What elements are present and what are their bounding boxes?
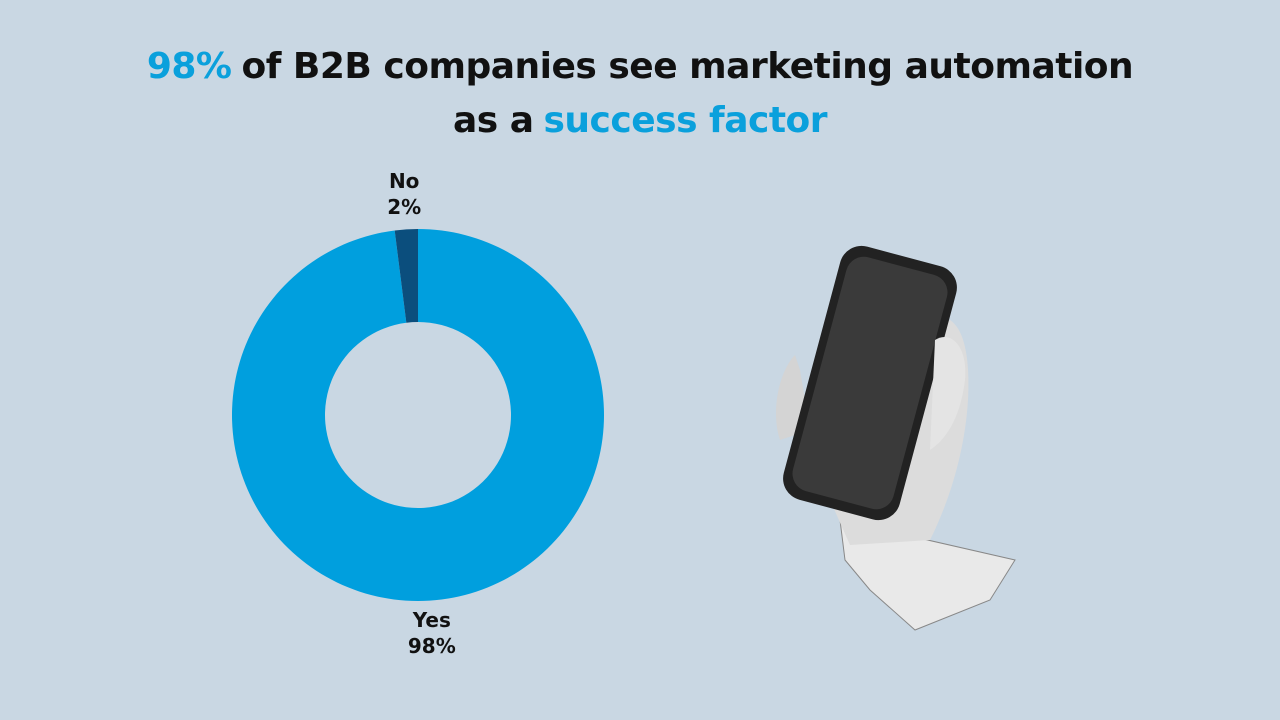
title-part: as a xyxy=(452,100,534,141)
donut-slice xyxy=(231,229,604,601)
phone-in-hand-illustration xyxy=(775,245,1016,631)
slice-value-label: 98% xyxy=(408,634,456,658)
slice-category-label: Yes xyxy=(412,608,451,632)
title-line: as a success factor xyxy=(0,94,1280,148)
title-part: of B2B companies see marketing automatio… xyxy=(241,46,1134,87)
slice-value-label: 2% xyxy=(387,195,421,219)
title-part: success factor xyxy=(543,100,828,141)
slice-category-label: No xyxy=(389,169,419,193)
chart-title: 98% of B2B companies see marketing automa… xyxy=(0,40,1280,148)
donut-slice xyxy=(394,229,418,323)
title-part: 98% xyxy=(146,46,232,87)
thumb xyxy=(930,336,966,450)
phone-screen xyxy=(792,256,948,510)
title-line: 98% of B2B companies see marketing automa… xyxy=(0,40,1280,94)
wrist xyxy=(839,519,1016,631)
